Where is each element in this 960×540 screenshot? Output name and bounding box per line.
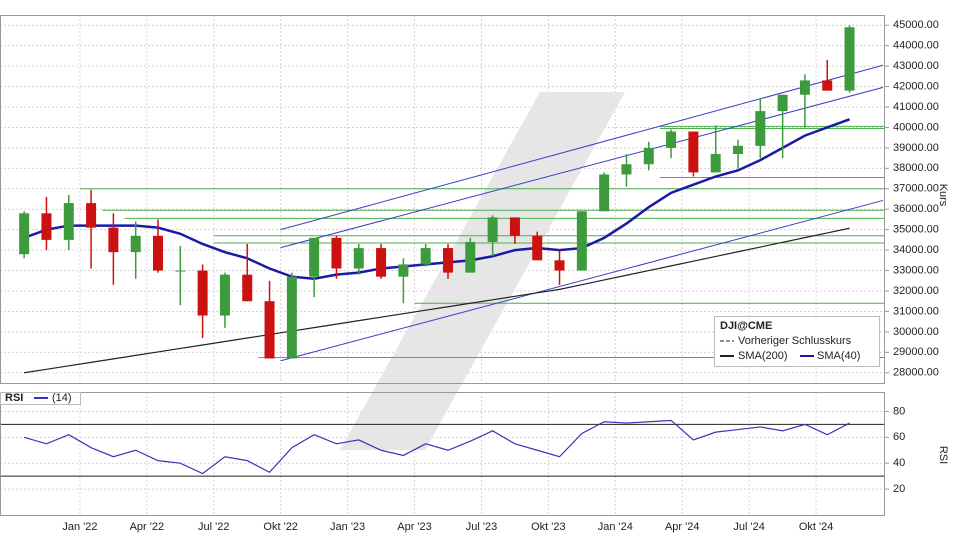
candle-body: [509, 217, 520, 236]
candle-body: [822, 80, 833, 91]
y-tick-label: 60: [893, 431, 905, 443]
rsi-axis-title: RSI: [937, 446, 949, 464]
legend: DJI@CME Vorheriger Schlusskurs SMA(200) …: [714, 316, 880, 367]
y-tick-label: 20: [893, 483, 905, 495]
legend-box: [714, 316, 880, 367]
y-tick-label: 35000.00: [893, 224, 939, 236]
candle-body: [532, 235, 543, 261]
legend-entry: Vorheriger Schlusskurs: [738, 335, 852, 347]
candle-body: [108, 227, 119, 253]
sma-line: [24, 227, 850, 374]
candle-body: [130, 235, 141, 253]
candle-body: [219, 274, 230, 316]
y-tick-label: 80: [893, 405, 905, 417]
candle-body: [175, 270, 186, 272]
candle-body: [688, 131, 699, 173]
y-tick-label: 28000.00: [893, 367, 939, 379]
trend-line: [280, 64, 884, 231]
legend-entry: SMA(200): [738, 350, 788, 362]
candle-body: [19, 213, 30, 255]
candle-body: [63, 203, 74, 240]
y-tick-label: 34000.00: [893, 244, 939, 256]
trend-line: [280, 199, 884, 362]
x-tick-label: Okt '22: [263, 521, 298, 533]
marks: 28000.00 29000.00 30000.00 31000.00 32000.00…: [0, 19, 939, 533]
candle-body: [309, 237, 320, 277]
y-tick-label: 45000.00: [893, 19, 939, 31]
legend-entry: (14): [52, 392, 72, 404]
candle-body: [487, 217, 498, 242]
main-panel: [0, 15, 885, 384]
rsi-line: [23, 419, 850, 475]
x-tick-label: Okt '24: [799, 521, 834, 533]
x-tick-label: Okt '23: [531, 521, 566, 533]
rsi-legend: RSI (14): [0, 392, 81, 405]
candle-body: [599, 174, 610, 212]
candle-body: [755, 111, 766, 146]
candle-body: [710, 154, 721, 173]
x-tick-label: Apr '23: [397, 521, 432, 533]
x-tick-label: Apr '24: [665, 521, 700, 533]
y-tick-label: 38000.00: [893, 162, 939, 174]
legend-entry: SMA(40): [817, 350, 860, 362]
x-tick-label: Jan '24: [598, 521, 633, 533]
candle-body: [286, 276, 297, 359]
y-tick-label: 42000.00: [893, 80, 939, 92]
candle-body: [666, 131, 677, 148]
candle-body: [733, 145, 743, 155]
x-tick-label: Jul '23: [466, 521, 497, 533]
candle-body: [331, 237, 342, 269]
candle-body: [264, 301, 275, 359]
candle-body: [777, 94, 788, 112]
candle-body: [41, 213, 52, 240]
x-tick-label: Jul '24: [733, 521, 764, 533]
y-tick-label: 43000.00: [893, 60, 939, 72]
x-tick-label: Jul '22: [198, 521, 229, 533]
candle-body: [844, 27, 855, 91]
sma-line: [23, 118, 850, 280]
rsi-panel: [0, 392, 885, 516]
y-tick-label: 40: [893, 457, 905, 469]
candle-body: [576, 211, 587, 271]
candle-body: [465, 241, 476, 273]
x-tick-label: Apr '22: [130, 521, 165, 533]
y-tick-label: 29000.00: [893, 346, 939, 358]
candle-body: [153, 235, 163, 271]
y-axis-title: Kurs: [937, 184, 949, 207]
candle-body: [799, 80, 810, 95]
y-tick-label: 44000.00: [893, 40, 939, 52]
candle-body: [621, 164, 632, 175]
rsi-title: RSI: [5, 392, 23, 404]
y-tick-label: 33000.00: [893, 264, 939, 276]
candle-body: [554, 260, 565, 271]
legend-title: DJI@CME: [720, 320, 772, 332]
y-tick-label: 32000.00: [893, 285, 939, 297]
candle-body: [353, 248, 364, 269]
y-tick-label: 41000.00: [893, 101, 939, 113]
candle-body: [443, 248, 453, 273]
x-tick-label: Jan '22: [62, 521, 97, 533]
y-tick-label: 36000.00: [893, 203, 939, 215]
y-tick-label: 39000.00: [893, 142, 939, 154]
candle-body: [197, 270, 208, 316]
candle-body: [86, 203, 97, 228]
candle-body: [376, 248, 387, 277]
y-tick-label: 37000.00: [893, 183, 939, 195]
y-tick-label: 31000.00: [893, 305, 939, 317]
y-tick-label: 40000.00: [893, 121, 939, 133]
y-tick-label: 30000.00: [893, 326, 939, 338]
watermark: [340, 92, 625, 450]
candle-body: [398, 264, 409, 277]
x-tick-label: Jan '23: [330, 521, 365, 533]
candle-body: [242, 274, 253, 302]
candle-body: [420, 248, 431, 265]
candle-body: [643, 147, 654, 165]
